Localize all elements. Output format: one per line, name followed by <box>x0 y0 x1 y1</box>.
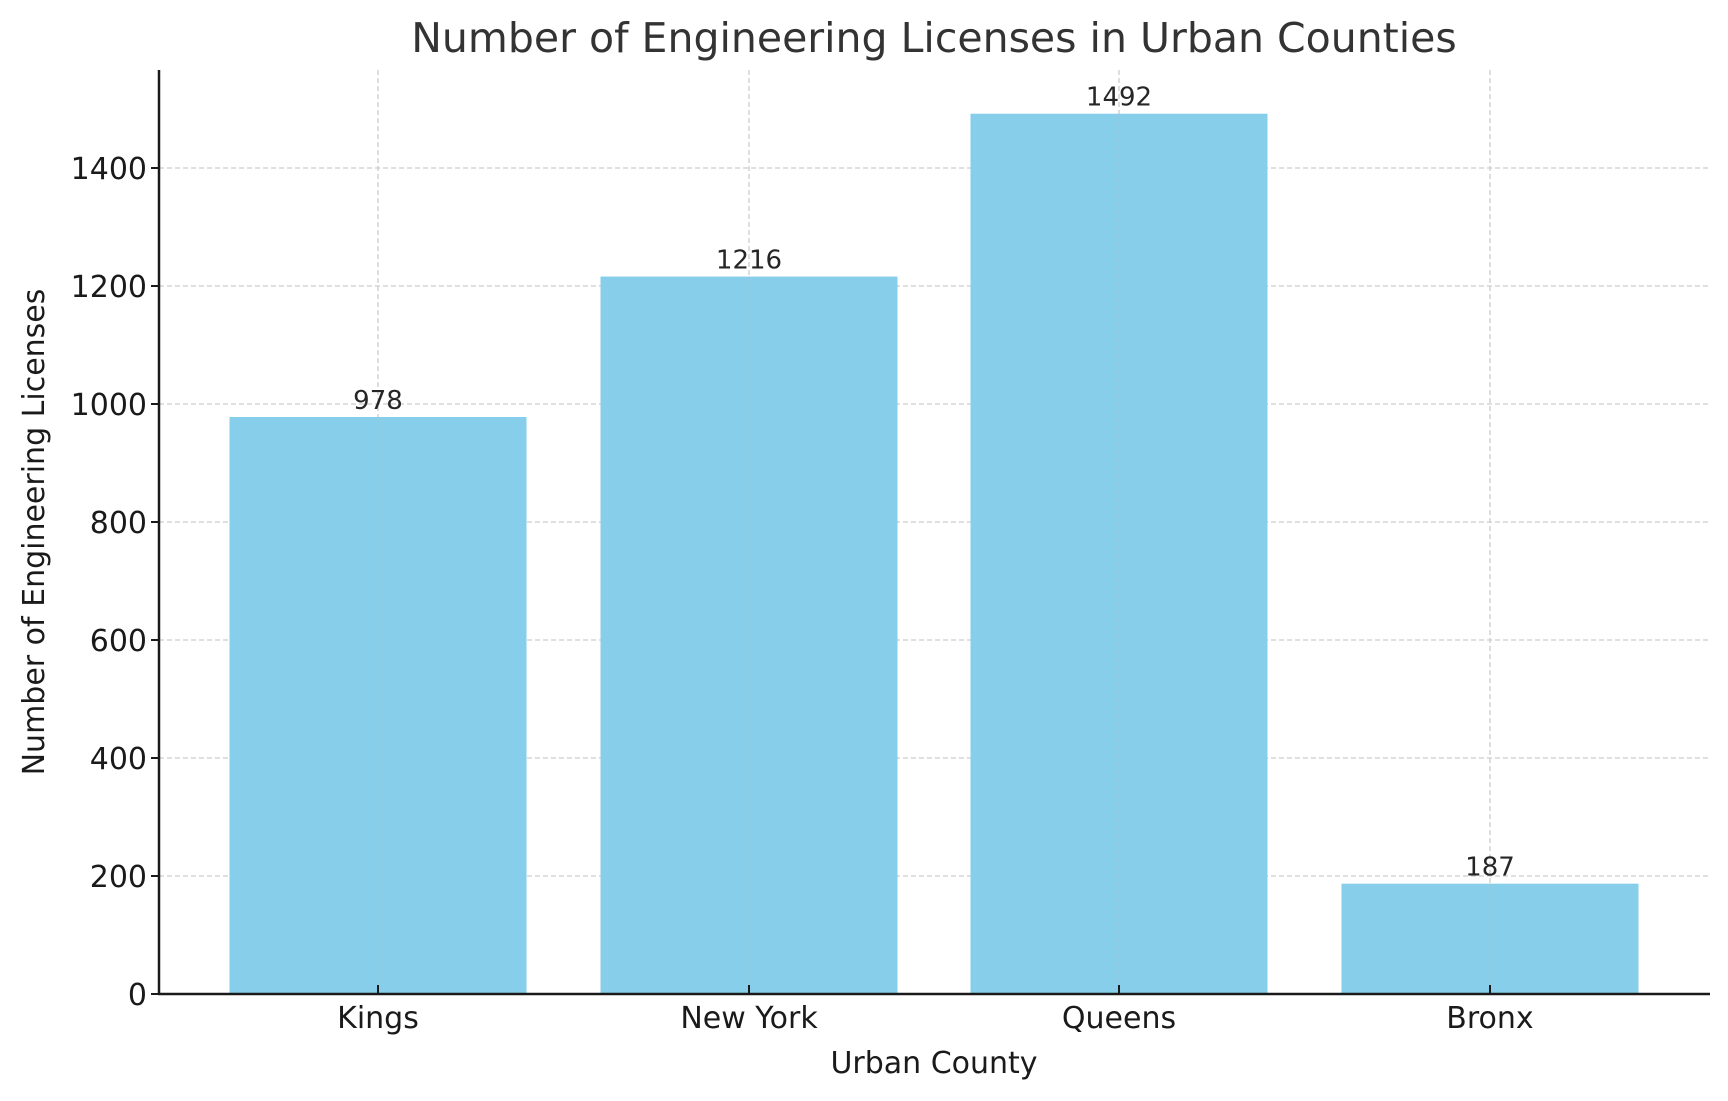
bar-value-label: 1216 <box>716 246 782 276</box>
y-tick-label: 1000 <box>71 388 147 423</box>
y-tick-label: 400 <box>90 742 147 777</box>
bar-value-label: 978 <box>353 386 403 416</box>
y-tick-label: 800 <box>90 506 147 541</box>
x-tick-label: New York <box>680 1001 818 1036</box>
x-tick-label: Queens <box>1062 1001 1176 1036</box>
chart-title: Number of Engineering Licenses in Urban … <box>411 14 1456 62</box>
y-axis-ticks: 0 200 400 600 800 1000 1200 1400 <box>71 152 159 1013</box>
x-tick-label: Kings <box>337 1001 419 1036</box>
bar-new-york <box>600 276 898 994</box>
y-tick-label: 0 <box>128 978 147 1013</box>
y-tick-label: 1200 <box>71 270 147 305</box>
bar-value-label: 1492 <box>1086 83 1152 113</box>
y-tick-label: 1400 <box>71 152 147 187</box>
x-axis-label: Urban County <box>830 1046 1037 1081</box>
y-axis-label: Number of Engineering Licenses <box>17 289 52 776</box>
x-axis-ticks: Kings New York Queens Bronx <box>337 985 1534 1036</box>
x-gridlines <box>377 70 1491 994</box>
bar-value-label: 187 <box>1465 853 1515 883</box>
y-tick-label: 600 <box>90 624 147 659</box>
x-gridlines-overlay <box>377 113 1491 994</box>
bars <box>229 113 1639 995</box>
value-labels: 978 1216 1492 187 <box>353 83 1515 883</box>
y-tick-label: 200 <box>90 860 147 895</box>
x-tick-label: Bronx <box>1446 1001 1533 1036</box>
